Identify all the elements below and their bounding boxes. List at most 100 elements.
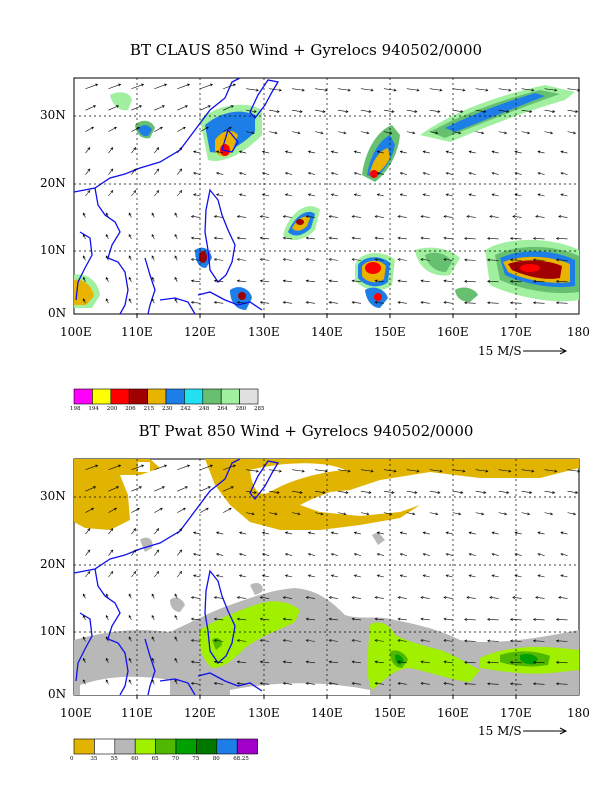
wind-vector-head (460, 491, 464, 494)
wind-vector-head (416, 88, 420, 92)
wind-vector (429, 88, 442, 91)
wind-vector (283, 216, 293, 218)
panel2-ref-vector-label: 15 M/S (478, 724, 522, 738)
wind-vector-head (305, 215, 309, 219)
wind-vector-head (184, 486, 188, 489)
wind-vector (337, 131, 346, 134)
wind-vector (558, 597, 568, 599)
wind-vector (191, 682, 201, 685)
wind-vector-head (193, 150, 197, 154)
wind-vector (544, 469, 557, 472)
wind-vector (420, 639, 430, 642)
wind-vector-head (558, 596, 562, 600)
wind-vector-head (443, 236, 447, 240)
colorbar-tick-label: 0 (70, 756, 74, 762)
wind-vector-head (560, 193, 564, 197)
wind-vector-head (399, 150, 403, 154)
wind-vector-head (261, 171, 266, 175)
wind-vector-head (105, 233, 109, 238)
wind-vector (237, 280, 247, 283)
wind-vector-head (305, 279, 309, 283)
wind-vector-head (90, 126, 94, 130)
wind-vector-head (420, 639, 424, 642)
wind-vector-head (190, 215, 194, 219)
wind-vector (354, 575, 362, 578)
wind-vector-head (238, 531, 243, 535)
wind-vector-head (376, 574, 380, 578)
wind-vector-head (215, 193, 220, 197)
wind-vector-head (391, 491, 395, 494)
wind-vector (308, 532, 316, 535)
wind-vector-head (374, 596, 378, 600)
wind-vector-head (376, 171, 380, 175)
wind-vector-head (491, 552, 495, 556)
wind-vector (191, 280, 201, 283)
wind-vector (443, 618, 453, 621)
wind-vector (398, 237, 407, 240)
colorbar-swatch (73, 738, 95, 755)
wind-vector-head (509, 301, 513, 305)
wind-vector (406, 109, 417, 113)
wind-vector-head (307, 171, 311, 175)
wind-vector-head (422, 552, 426, 556)
wind-vector-head (213, 236, 217, 240)
wind-vector-head (179, 190, 183, 194)
wind-vector (314, 512, 324, 515)
wind-vector (154, 549, 159, 556)
wind-vector (567, 131, 576, 134)
wind-vector (487, 302, 499, 304)
wind-vector-head (487, 237, 491, 240)
wind-vector (446, 575, 453, 578)
wind-vector-head (282, 681, 286, 685)
wind-vector-head (554, 88, 558, 92)
wind-vector (567, 490, 578, 494)
wind-vector-head (110, 168, 114, 172)
wind-vector-head (274, 512, 278, 516)
wind-vector-head (532, 639, 536, 643)
wind-vector-head (353, 171, 357, 175)
wind-vector (329, 661, 339, 664)
wind-vector (177, 465, 190, 471)
wind-vector (487, 259, 499, 261)
wind-vector (193, 532, 201, 535)
panel2-x-tick-130e: 130E (248, 706, 280, 720)
wind-vector-head (133, 147, 137, 151)
wind-vector (306, 682, 316, 685)
wind-vector (354, 553, 362, 556)
wind-vector (191, 597, 201, 599)
wind-vector (510, 280, 522, 283)
wind-vector (491, 172, 499, 175)
wind-vector (398, 597, 407, 599)
wind-vector-head (506, 110, 510, 113)
wind-vector (398, 682, 407, 685)
wind-vector (308, 172, 316, 175)
wind-vector (533, 238, 545, 240)
wind-vector-head (560, 150, 564, 154)
wind-vector (83, 212, 86, 218)
wind-vector-head (555, 682, 559, 686)
panel2-x-tick-140e: 140E (311, 706, 343, 720)
panel2-coastlines (73, 458, 280, 696)
wind-vector (544, 109, 555, 113)
wind-vector-head (464, 618, 468, 621)
wind-vector-head (259, 617, 263, 621)
wind-vector (151, 636, 155, 642)
wind-vector-head (468, 150, 472, 154)
wind-vector-head (560, 171, 564, 175)
wind-vector (193, 172, 201, 175)
wind-vector (85, 465, 98, 471)
wind-vector-head (151, 212, 155, 216)
wind-vector-head (174, 276, 178, 280)
wind-vector (269, 88, 282, 91)
panel2-map (73, 458, 581, 755)
wind-vector (337, 512, 346, 515)
colorbar-swatch (155, 738, 177, 755)
wind-vector (151, 234, 155, 240)
wind-vector (193, 575, 201, 578)
wind-vector-head (420, 300, 424, 304)
wind-vector-head (174, 679, 178, 683)
wind-vector-head (105, 679, 109, 683)
wind-vector (533, 640, 545, 642)
wind-vector-head (113, 126, 117, 130)
wind-vector-head (299, 110, 303, 113)
